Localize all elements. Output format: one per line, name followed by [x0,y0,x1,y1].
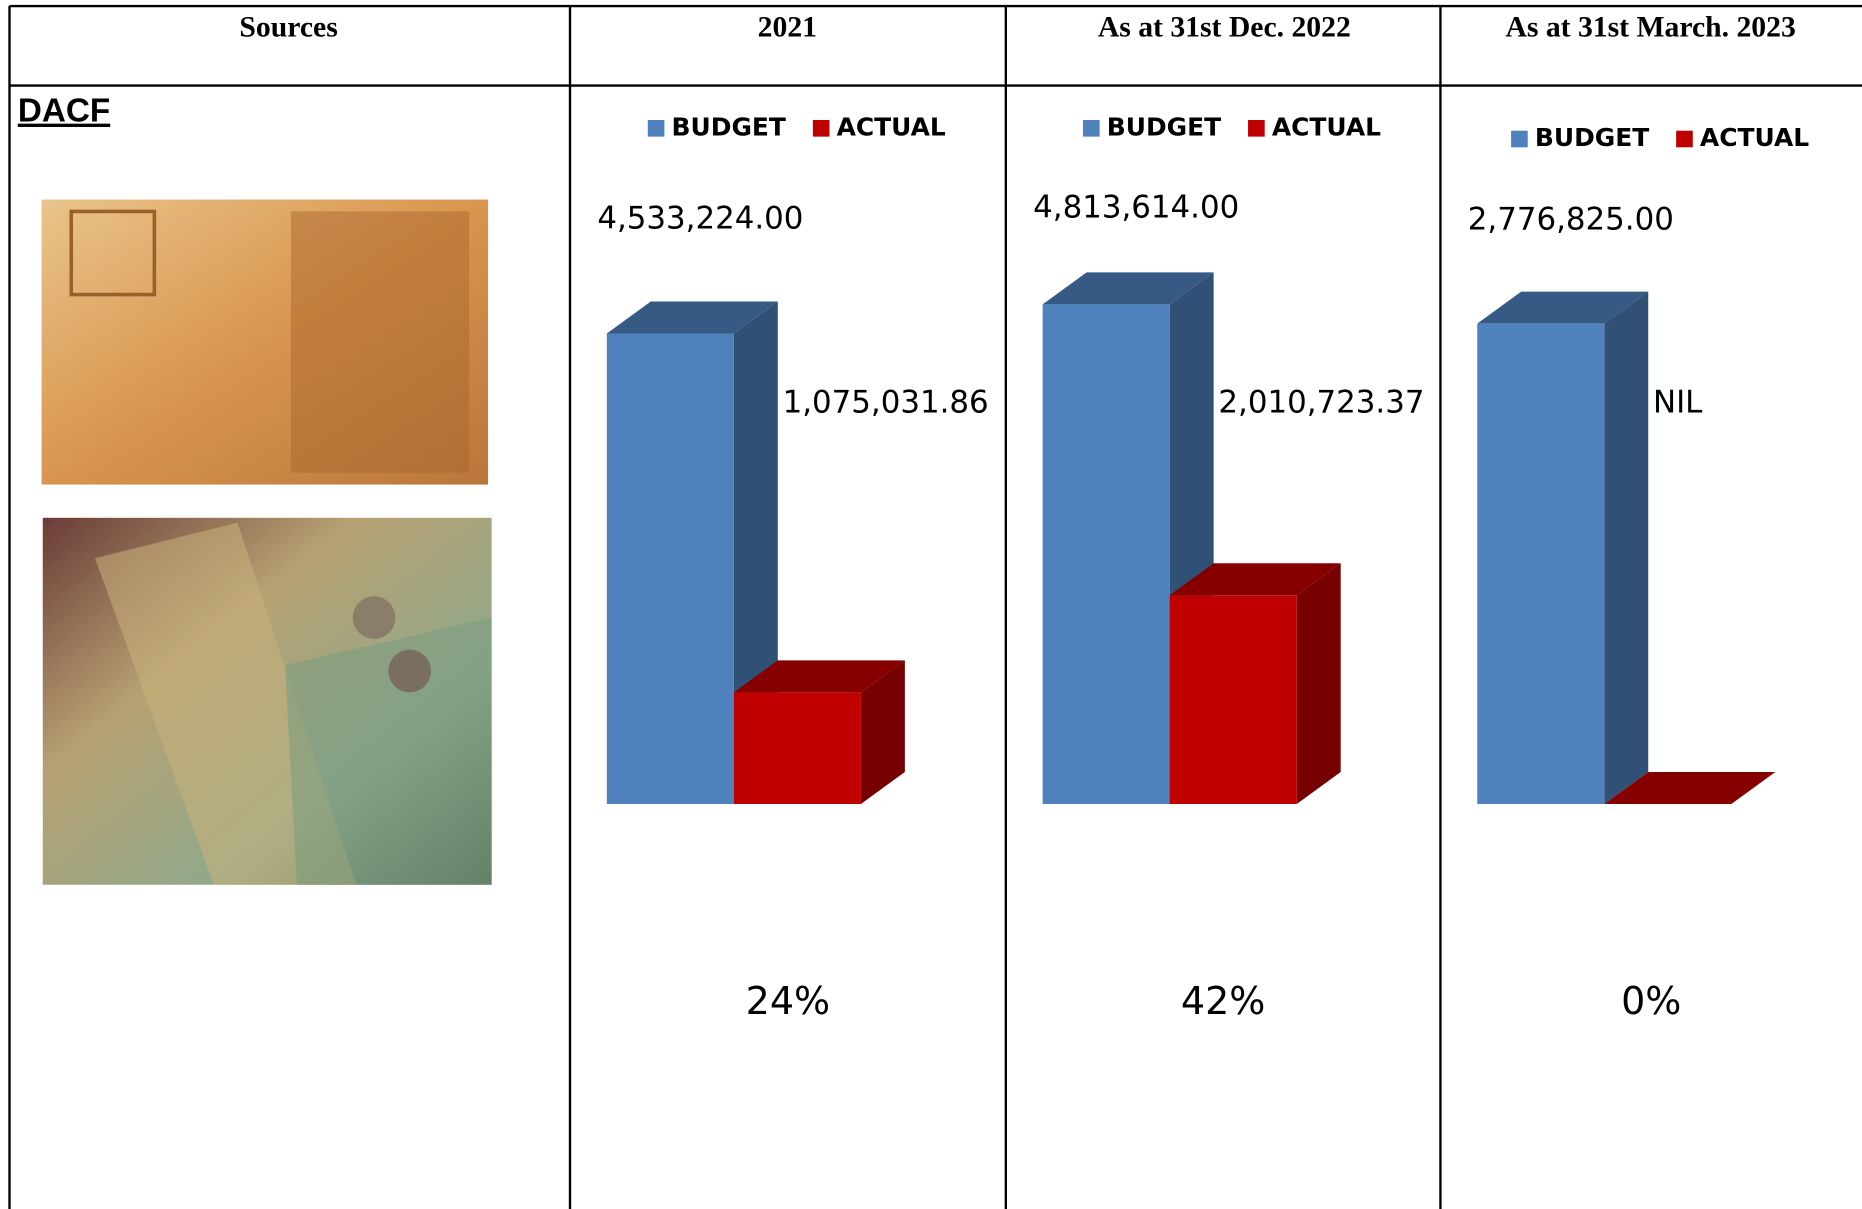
bar-front [1169,595,1297,804]
bar [733,660,905,804]
legend-label: BUDGET [1535,123,1649,152]
percentage: 24% [746,979,830,1023]
bar-top [1477,291,1649,324]
percentage: 42% [1181,979,1265,1023]
legend-swatch [1511,130,1528,148]
bar [1169,563,1341,804]
value-label: 2,010,723.37 [1218,384,1424,420]
bar-top [1169,563,1341,596]
legend-label: ACTUAL [1272,112,1381,141]
bar-top [606,301,778,334]
row-label: DACF [18,93,110,130]
legend-swatch [1248,120,1265,137]
bar-front [1477,323,1605,804]
bar [1604,771,1776,804]
legend-swatch [1083,120,1100,137]
percentage: 0% [1621,979,1681,1023]
legend-label: BUDGET [1107,112,1221,141]
header-cell: As at 31st Dec. 2022 [1098,12,1351,44]
bar-top [1604,771,1776,804]
bar-top [1042,272,1214,305]
table-grid [8,4,1862,1209]
legend-label: BUDGET [672,112,786,141]
cash-image [42,517,492,885]
bar-front [1042,304,1170,804]
value-label: 1,075,031.86 [783,384,989,420]
header-cell: Sources [239,12,337,44]
legend-swatch [812,120,830,137]
legend-label: ACTUAL [1700,123,1809,152]
bar-top [733,660,905,693]
value-label: 4,813,614.00 [1033,190,1239,226]
header-cell: 2021 [758,12,817,44]
header-cell: As at 31st March. 2023 [1505,12,1795,44]
bar-side [1604,291,1649,804]
bar [1477,291,1649,804]
value-label: NIL [1653,384,1703,420]
bar-front [606,333,734,804]
bar-side [1296,563,1341,804]
bar-side [860,660,905,804]
legend-swatch [1676,130,1693,148]
legend-label: ACTUAL [837,112,946,141]
banknote-image [41,199,489,485]
bar-front [733,692,861,804]
value-label: 2,776,825.00 [1468,201,1674,237]
legend-swatch [647,120,665,137]
value-label: 4,533,224.00 [597,200,803,236]
